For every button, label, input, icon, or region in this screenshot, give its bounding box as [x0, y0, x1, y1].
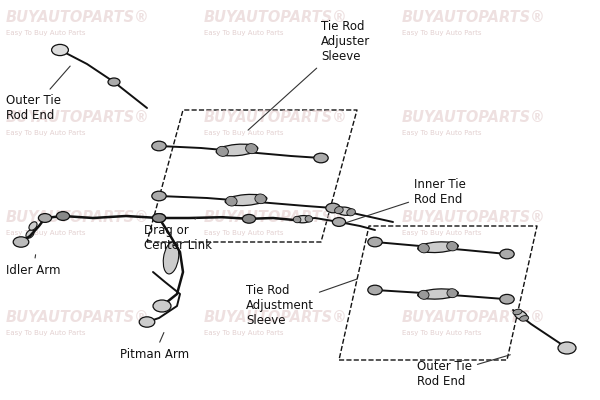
Ellipse shape — [447, 289, 457, 298]
Text: BUYAUTOPARTS®: BUYAUTOPARTS® — [402, 310, 546, 326]
Text: Easy To Buy Auto Parts: Easy To Buy Auto Parts — [204, 330, 284, 336]
Ellipse shape — [336, 207, 354, 215]
Circle shape — [152, 214, 166, 222]
Text: BUYAUTOPARTS®: BUYAUTOPARTS® — [204, 310, 348, 326]
Ellipse shape — [26, 230, 34, 238]
Ellipse shape — [226, 196, 237, 206]
Text: BUYAUTOPARTS®: BUYAUTOPARTS® — [402, 210, 546, 226]
Ellipse shape — [216, 144, 258, 156]
Ellipse shape — [295, 216, 311, 223]
Text: Easy To Buy Auto Parts: Easy To Buy Auto Parts — [402, 330, 482, 336]
Ellipse shape — [335, 206, 343, 214]
Circle shape — [152, 141, 166, 151]
Ellipse shape — [245, 144, 257, 154]
Text: BUYAUTOPARTS®: BUYAUTOPARTS® — [402, 110, 546, 126]
Text: Easy To Buy Auto Parts: Easy To Buy Auto Parts — [6, 130, 86, 136]
Ellipse shape — [418, 289, 458, 299]
Circle shape — [500, 249, 514, 259]
Circle shape — [152, 214, 166, 222]
Text: BUYAUTOPARTS®: BUYAUTOPARTS® — [6, 10, 150, 26]
Text: Outer Tie
Rod End: Outer Tie Rod End — [6, 66, 70, 122]
Circle shape — [326, 203, 340, 213]
Text: Easy To Buy Auto Parts: Easy To Buy Auto Parts — [204, 230, 284, 236]
Ellipse shape — [418, 244, 429, 253]
Circle shape — [242, 214, 256, 223]
Text: BUYAUTOPARTS®: BUYAUTOPARTS® — [6, 310, 150, 326]
Ellipse shape — [520, 316, 529, 321]
Circle shape — [314, 153, 328, 163]
Ellipse shape — [225, 194, 267, 206]
Circle shape — [108, 78, 120, 86]
Text: BUYAUTOPARTS®: BUYAUTOPARTS® — [6, 210, 150, 226]
Text: Pitman Arm: Pitman Arm — [120, 332, 189, 360]
Circle shape — [368, 285, 382, 295]
Text: BUYAUTOPARTS®: BUYAUTOPARTS® — [204, 110, 348, 126]
Ellipse shape — [514, 310, 527, 320]
Ellipse shape — [418, 242, 458, 252]
Circle shape — [38, 214, 52, 222]
Text: Tie Rod
Adjustment
Sleeve: Tie Rod Adjustment Sleeve — [246, 279, 358, 328]
Circle shape — [56, 212, 70, 220]
Ellipse shape — [447, 242, 458, 251]
Ellipse shape — [163, 242, 179, 274]
Circle shape — [13, 237, 29, 247]
Text: BUYAUTOPARTS®: BUYAUTOPARTS® — [204, 210, 348, 226]
Text: Easy To Buy Auto Parts: Easy To Buy Auto Parts — [402, 230, 482, 236]
Ellipse shape — [513, 309, 522, 315]
Circle shape — [558, 342, 576, 354]
Text: Easy To Buy Auto Parts: Easy To Buy Auto Parts — [6, 330, 86, 336]
Text: Easy To Buy Auto Parts: Easy To Buy Auto Parts — [402, 30, 482, 36]
Circle shape — [152, 191, 166, 201]
Circle shape — [52, 44, 68, 56]
Text: BUYAUTOPARTS®: BUYAUTOPARTS® — [402, 10, 546, 26]
Circle shape — [153, 300, 171, 312]
Circle shape — [500, 294, 514, 304]
Ellipse shape — [29, 222, 37, 230]
Ellipse shape — [293, 216, 301, 223]
Ellipse shape — [347, 209, 355, 216]
Circle shape — [368, 237, 382, 247]
Text: BUYAUTOPARTS®: BUYAUTOPARTS® — [6, 110, 150, 126]
Ellipse shape — [305, 216, 313, 222]
Text: Easy To Buy Auto Parts: Easy To Buy Auto Parts — [204, 130, 284, 136]
Text: Easy To Buy Auto Parts: Easy To Buy Auto Parts — [6, 30, 86, 36]
Text: Inner Tie
Rod End: Inner Tie Rod End — [344, 178, 466, 223]
Text: Drag or
Center Link: Drag or Center Link — [144, 218, 212, 252]
Circle shape — [139, 317, 155, 327]
Ellipse shape — [17, 238, 25, 246]
Text: Easy To Buy Auto Parts: Easy To Buy Auto Parts — [204, 30, 284, 36]
Text: Easy To Buy Auto Parts: Easy To Buy Auto Parts — [402, 130, 482, 136]
Circle shape — [332, 218, 346, 226]
Text: Idler Arm: Idler Arm — [6, 255, 61, 276]
Ellipse shape — [255, 194, 266, 204]
Text: Tie Rod
Adjuster
Sleeve: Tie Rod Adjuster Sleeve — [248, 20, 370, 130]
Ellipse shape — [419, 290, 429, 299]
Text: Outer Tie
Rod End: Outer Tie Rod End — [417, 355, 511, 388]
Ellipse shape — [217, 146, 229, 156]
Text: BUYAUTOPARTS®: BUYAUTOPARTS® — [204, 10, 348, 26]
Text: Easy To Buy Auto Parts: Easy To Buy Auto Parts — [6, 230, 86, 236]
